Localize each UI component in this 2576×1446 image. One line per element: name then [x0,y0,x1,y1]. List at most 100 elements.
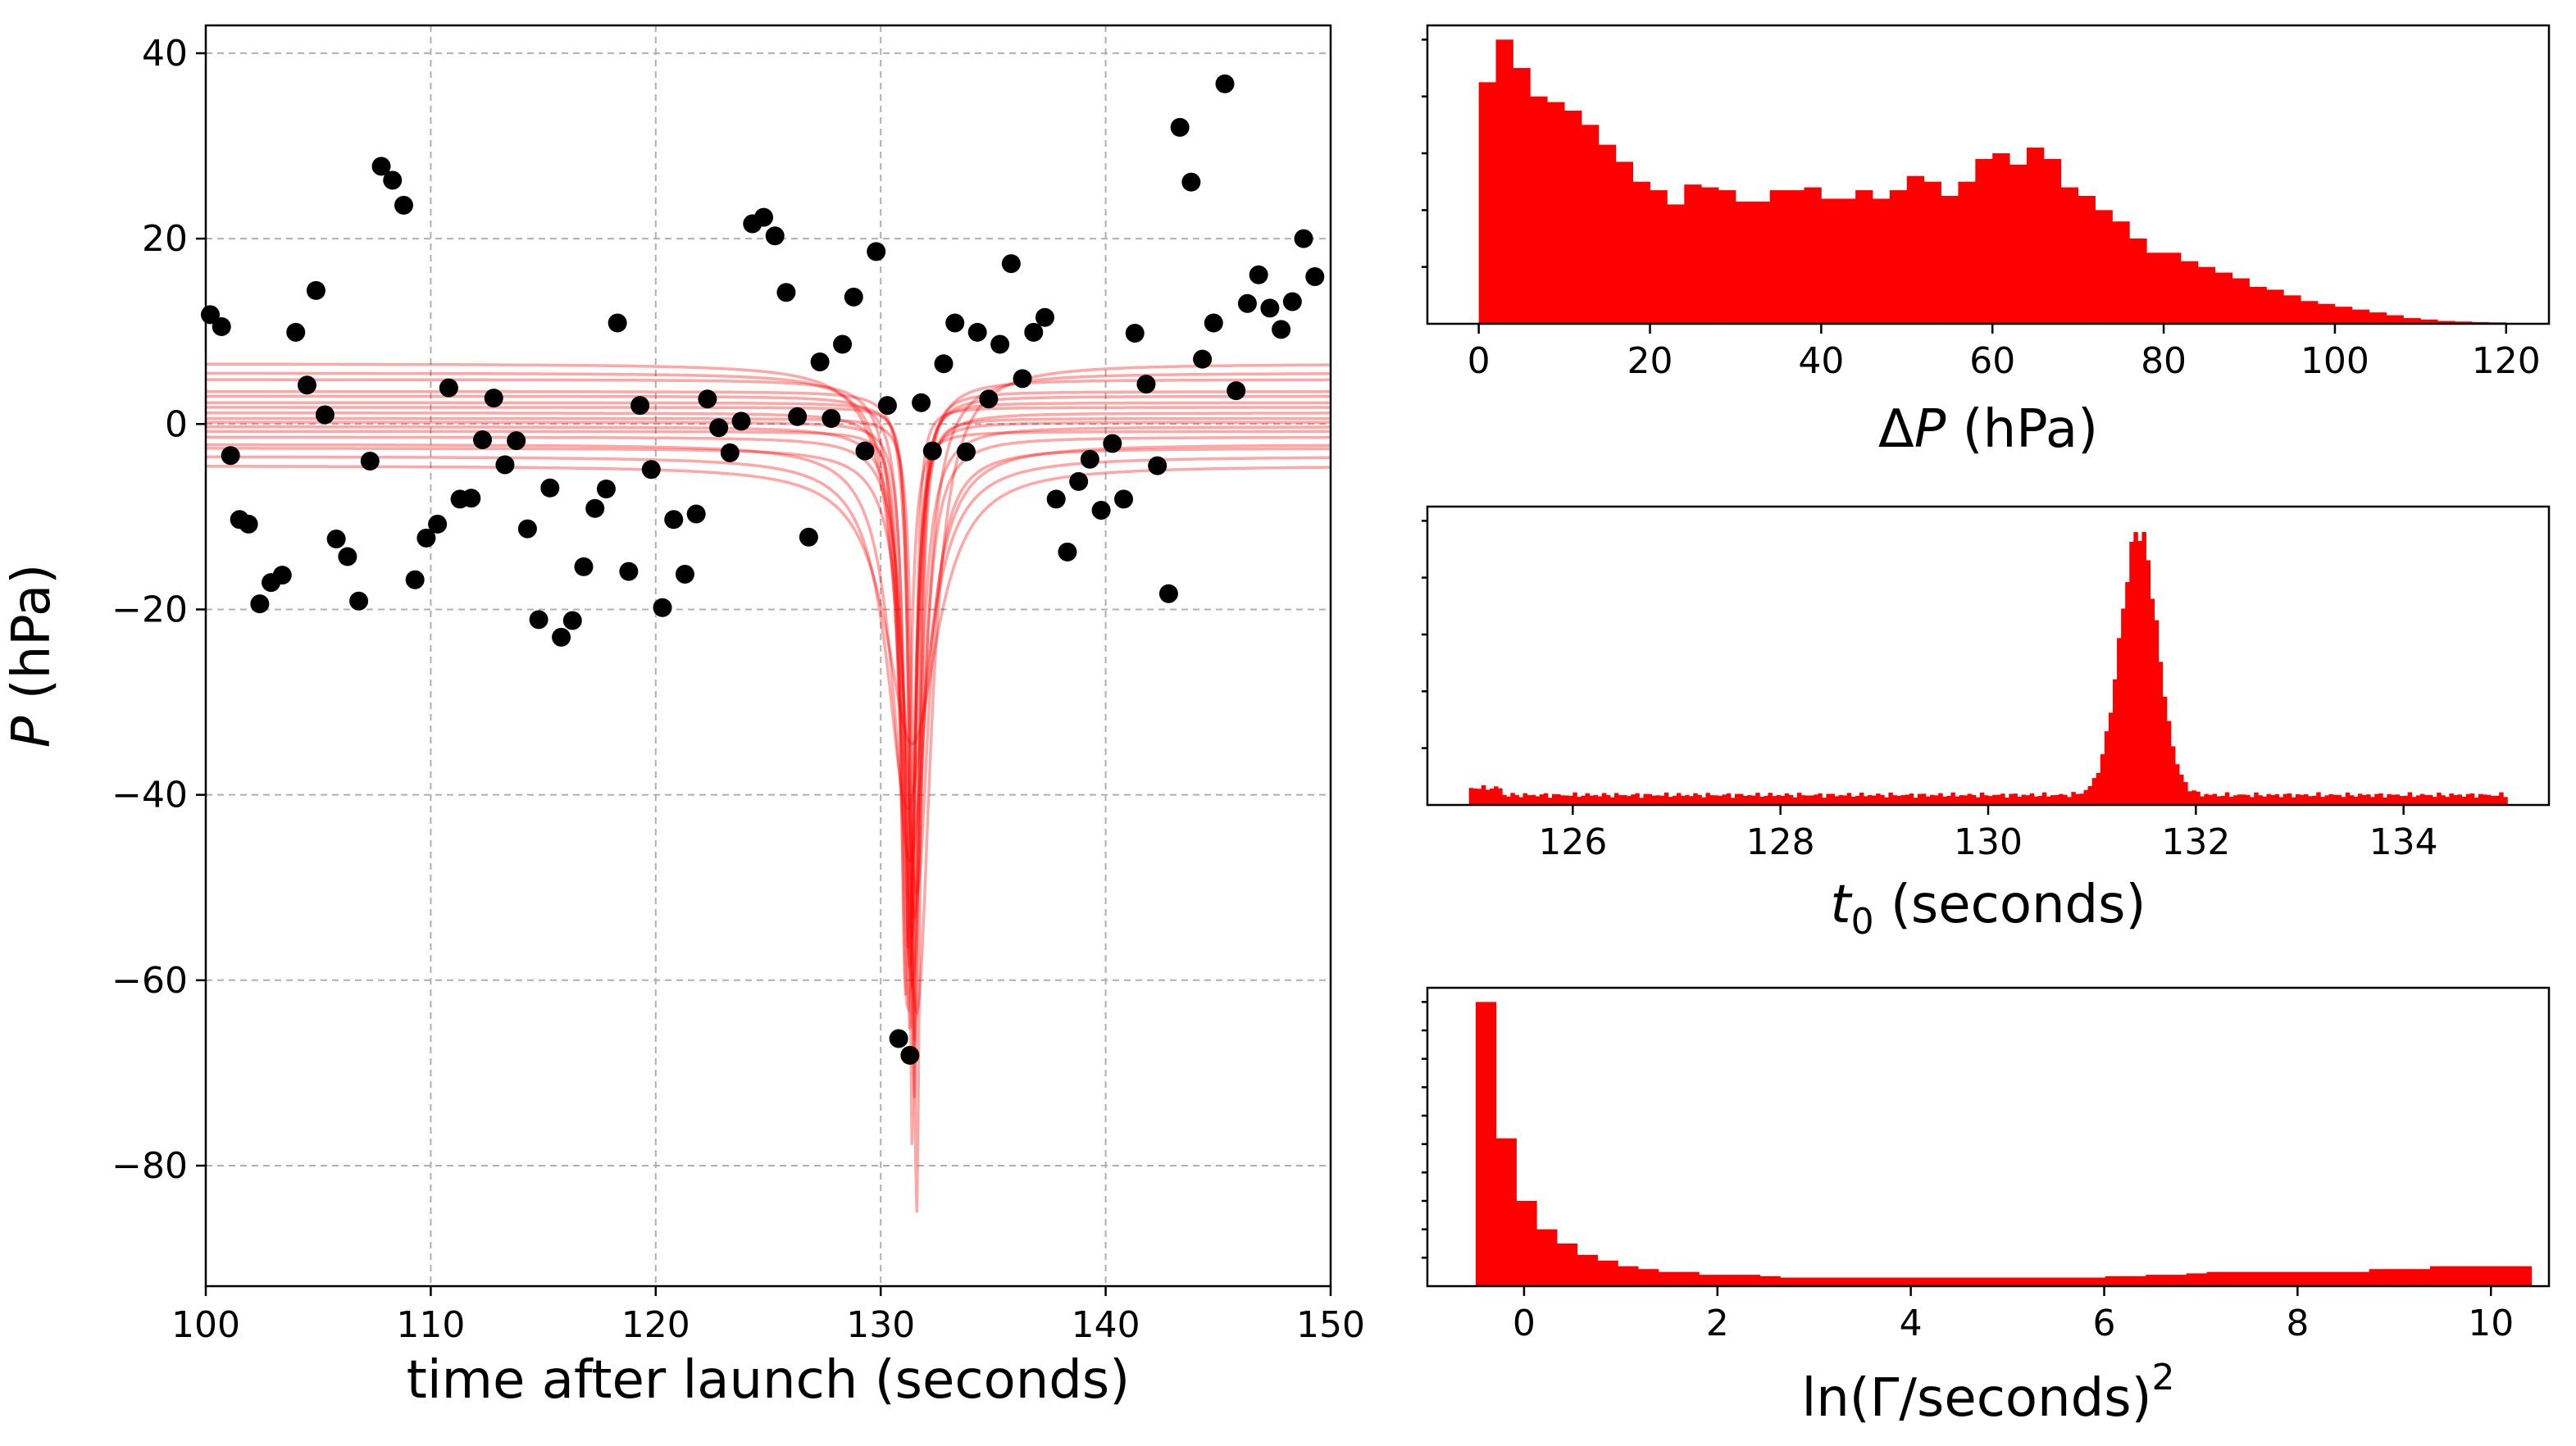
t0-bar [2411,797,2417,805]
gamma-bar [2328,1271,2350,1286]
delta-p-bar [2403,318,2421,324]
t0-bar [1942,796,1947,805]
t0-bar [1609,797,1615,805]
fit-curve [206,443,1331,863]
t0-bar [2349,795,2355,805]
t0-bar [2461,796,2467,805]
t0-bar [1764,795,1768,805]
gamma-bar [2165,1275,2187,1286]
t0-bar [1900,795,1906,805]
fit-curve [206,416,1331,1213]
t0-bar [1490,789,1495,805]
main-y-tick-label: −20 [112,589,188,630]
fit-curve [206,394,1331,969]
data-point [315,405,335,425]
t0-bar [2258,795,2263,805]
t0-bar [2204,793,2209,805]
t0-bar [2096,772,2101,805]
data-point [686,504,706,524]
t0-bar [2266,793,2271,805]
delta-p-bar [2026,148,2045,324]
delta-p-x-tick-label: 80 [2141,340,2187,382]
data-point [833,334,853,354]
t0-bar [1697,794,1702,805]
t0-bar [2295,793,2301,805]
t0-bar [2220,795,2226,805]
data-point [574,557,594,576]
data-point [1024,322,1044,342]
t0-bar [1589,795,1595,805]
data-point [507,431,526,451]
gamma-x-tick-label: 0 [1513,1303,1536,1344]
t0-bar [2403,795,2409,805]
t0-bar [1714,795,1719,805]
gamma-bar [1739,1275,1761,1286]
t0-bar [2129,541,2134,805]
delta-p-bar [1769,190,1787,324]
data-point [306,280,325,300]
t0-bar [1814,794,1818,805]
t0-bar [1872,795,1877,805]
data-point [585,498,605,518]
delta-p-bar [1547,102,1565,324]
t0-bar [2378,793,2383,805]
t0-bar [1506,796,1511,805]
t0-bar [2441,795,2446,805]
t0-ticks: 126 128 130 132 134 [1422,520,2438,863]
gamma-bar [2348,1271,2370,1286]
gamma-bar [2125,1275,2146,1286]
t0-bar [2495,795,2500,805]
gamma-x-tick-label: 8 [2286,1303,2309,1344]
gamma-bar [1577,1254,1598,1286]
t0-bar [2437,792,2442,805]
t0-bar [2033,796,2039,805]
delta-p-x-tick-label: 0 [1468,340,1491,382]
t0-bar [2037,795,2043,805]
t0-bar [2428,794,2433,805]
t0-bar [1585,793,1590,805]
delta-p-bar [1530,96,1548,325]
t0-bar [1859,792,1864,805]
main-y-axis-label: P (hPa) [2,564,62,748]
t0-bar [2395,794,2400,805]
delta-p-axes-frame [1426,24,2551,325]
data-point [641,460,661,480]
t0-bar [2274,793,2280,805]
delta-p-bar [1855,190,1873,324]
t0-bar [1635,793,1640,805]
t0-bar [2029,793,2035,805]
t0-bar [1846,793,1852,805]
gamma-bar [2450,1266,2471,1286]
data-point [754,207,774,227]
t0-bar [1996,794,2001,805]
data-point [1114,489,1134,509]
t0-bar [1631,794,1636,805]
t0-bar [1572,792,1577,805]
delta-p-bar [2301,301,2319,324]
data-point [349,591,369,611]
t0-bar [1468,788,1474,805]
data-point [922,441,942,461]
t0-bar [1522,793,1527,805]
delta-p-bar [1581,125,1600,324]
t0-bar [2391,794,2396,805]
main-x-axis-label: time after launch (seconds) [407,1350,1130,1411]
data-point [709,418,729,438]
t0-bar [2196,791,2201,805]
t0-bar [1967,793,1973,805]
t0-bar [2232,795,2238,805]
t0-bar [2250,797,2255,805]
gamma-bar [1942,1277,1964,1286]
t0-bar [2175,764,2180,805]
t0-bar [2013,793,2018,805]
gamma-bar [1963,1277,1984,1286]
t0-bar [1801,795,1806,805]
gamma-bar [2105,1275,2126,1286]
t0-bar [2166,721,2172,805]
gamma-bar [1719,1275,1741,1286]
t0-bar [2374,793,2379,805]
delta-p-bar [2249,286,2267,324]
delta-p-bar [2078,196,2096,324]
delta-p-bar [1752,201,1771,324]
data-point [405,570,425,589]
